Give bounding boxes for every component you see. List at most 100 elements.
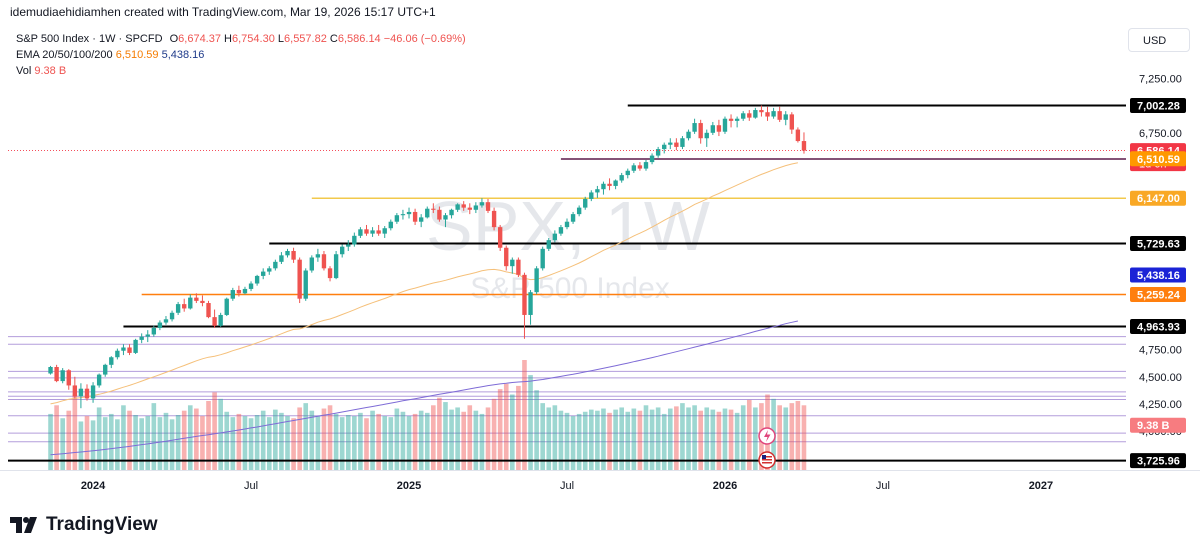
candle-body (352, 235, 357, 245)
candle-body (674, 142, 679, 147)
candle-body (382, 228, 387, 234)
ema-fast-line (50, 162, 798, 405)
volume-bar (206, 400, 211, 470)
level-price-tag-box (1130, 235, 1186, 251)
price-axis-tags: 7,002.286,508.236,147.005,729.635,259.24… (1130, 97, 1186, 469)
price-tick-label: 4,500.00 (1139, 372, 1182, 384)
candle-body (431, 208, 436, 210)
volume-bar (595, 410, 600, 470)
watermark-name: S&P 500 Index (470, 272, 670, 305)
volume-bar (528, 375, 533, 470)
candle-body (540, 248, 545, 269)
volume-bar (309, 410, 315, 470)
volume-value: 9.38 B (34, 65, 67, 77)
legend-volume-row[interactable]: Vol 9.38 B (16, 63, 466, 79)
open-label: O (169, 33, 179, 45)
volume-bar (534, 390, 539, 470)
flag-stripe (762, 462, 772, 464)
volume-bar (576, 413, 582, 470)
volume-bar (157, 417, 163, 470)
candle-body (333, 254, 339, 279)
candle-body (728, 118, 734, 121)
candle-body (218, 314, 223, 326)
time-axis[interactable]: 2024 Jul 2025 Jul 2026 Jul 2027 (81, 480, 1053, 492)
candle-body (175, 304, 181, 313)
volume-bar (746, 399, 752, 470)
time-tick-label: Jul (244, 480, 258, 492)
volume-bar (260, 410, 266, 470)
candle-body (145, 334, 150, 337)
candle-body (692, 123, 697, 132)
chart-attribution: idemudiaehidiamhen created with TradingV… (10, 5, 436, 19)
candle-body (90, 385, 96, 399)
lightning-icon-glyph (764, 430, 771, 442)
candle-body (455, 204, 460, 210)
volume-bar (564, 412, 570, 470)
candle-body (534, 268, 539, 293)
candle-body (479, 202, 485, 206)
price-tag-box (1130, 417, 1186, 433)
candle-body (376, 230, 381, 234)
volume-bar (449, 409, 454, 470)
volume-bar (740, 405, 746, 470)
candle-body (157, 322, 163, 328)
price-tick-label: 4,750.00 (1139, 345, 1182, 357)
high-value: 6,754.30 (232, 33, 275, 45)
volume-bar (279, 412, 284, 470)
volume-bar (728, 409, 734, 470)
volume-bar (54, 405, 59, 470)
candle-body (84, 388, 90, 399)
volume-bar (461, 411, 467, 470)
candle-body (163, 319, 169, 323)
tradingview-logo[interactable]: TradingView (10, 514, 158, 536)
candle-body (406, 211, 412, 215)
candle-body (60, 370, 65, 382)
volume-bar (467, 405, 473, 470)
price-axis-background[interactable] (1126, 58, 1200, 470)
candle-body (169, 312, 175, 320)
candle-body (783, 114, 788, 120)
currency-button[interactable]: USD (1128, 28, 1190, 52)
time-tick-label: Jul (560, 480, 574, 492)
time-tick-label: 2026 (713, 480, 737, 492)
volume-bar (394, 408, 400, 470)
ema-label: EMA 20/50/100/200 (16, 49, 113, 61)
high-label: H (224, 33, 232, 45)
volume-bar (382, 416, 388, 470)
volume-bar (777, 405, 782, 470)
volume-bar (588, 409, 594, 470)
candle-body (747, 113, 752, 118)
symbol-name[interactable]: S&P 500 Index · 1W · SPCFD (16, 33, 163, 45)
candle-body (151, 327, 157, 335)
volume-bar (667, 408, 673, 470)
volume-bar (613, 409, 618, 470)
volume-bar (619, 407, 624, 470)
time-tick-label: 2025 (397, 480, 421, 492)
legend-ema-row[interactable]: EMA 20/50/100/200 6,510.59 5,438.16 (16, 47, 466, 63)
volume-bar (352, 416, 357, 470)
volume-bar (704, 407, 710, 470)
candle-body (607, 183, 612, 186)
volume-bar (540, 403, 546, 470)
candle-body (583, 198, 588, 208)
volume-bar (175, 415, 181, 470)
candle-body (182, 304, 187, 309)
candle-body (285, 250, 290, 256)
candle-body (753, 110, 758, 118)
level-price-tag-box (1130, 286, 1186, 302)
candle-body (400, 214, 406, 216)
volume-bar (473, 410, 479, 470)
volume-bar (90, 420, 96, 470)
volume-bar (522, 360, 527, 470)
candle-body (321, 254, 327, 269)
volume-bar (753, 407, 758, 470)
candle-body (133, 339, 138, 353)
candle-body (364, 229, 369, 234)
candle-body (759, 110, 764, 113)
symbol-watermark: SPX, 1W S&P 500 Index (426, 187, 710, 305)
candle-body (358, 229, 363, 236)
volume-bar (412, 413, 418, 470)
volume-bar (212, 392, 217, 470)
volume-bar (133, 415, 138, 470)
